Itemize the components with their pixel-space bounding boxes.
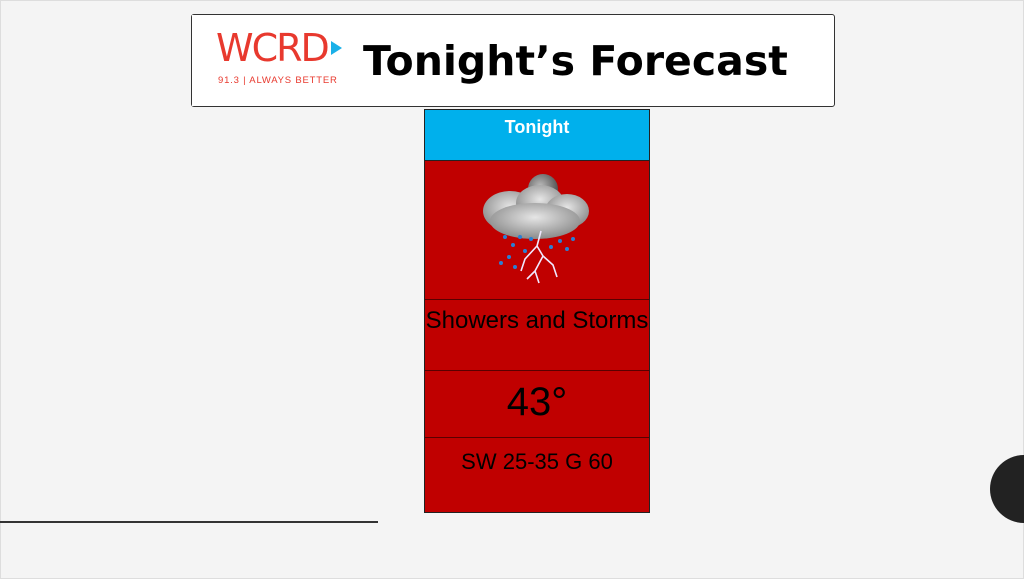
weather-icon-cell	[425, 161, 649, 300]
logo-wordmark: WCRD	[216, 26, 330, 70]
title-banner: WCRD 91.3 | ALWAYS BETTER Tonight’s Fore…	[191, 14, 835, 107]
logo-mark: WCRD	[216, 27, 342, 69]
forecast-period: Tonight	[425, 110, 649, 161]
page-title: Tonight’s Forecast	[363, 37, 788, 85]
forecast-temperature: 43°	[425, 371, 649, 438]
night-thunderstorm-icon	[483, 174, 589, 284]
forecast-wind: SW 25-35 G 60	[461, 449, 613, 474]
divider-line	[0, 521, 378, 523]
forecast-column: Tonight Showers and	[424, 109, 650, 513]
play-icon	[330, 41, 342, 55]
wcrd-logo: WCRD 91.3 | ALWAYS BETTER	[192, 15, 364, 106]
logo-tagline: 91.3 | ALWAYS BETTER	[218, 75, 338, 86]
forecast-condition: Showers and Storms	[425, 300, 649, 371]
